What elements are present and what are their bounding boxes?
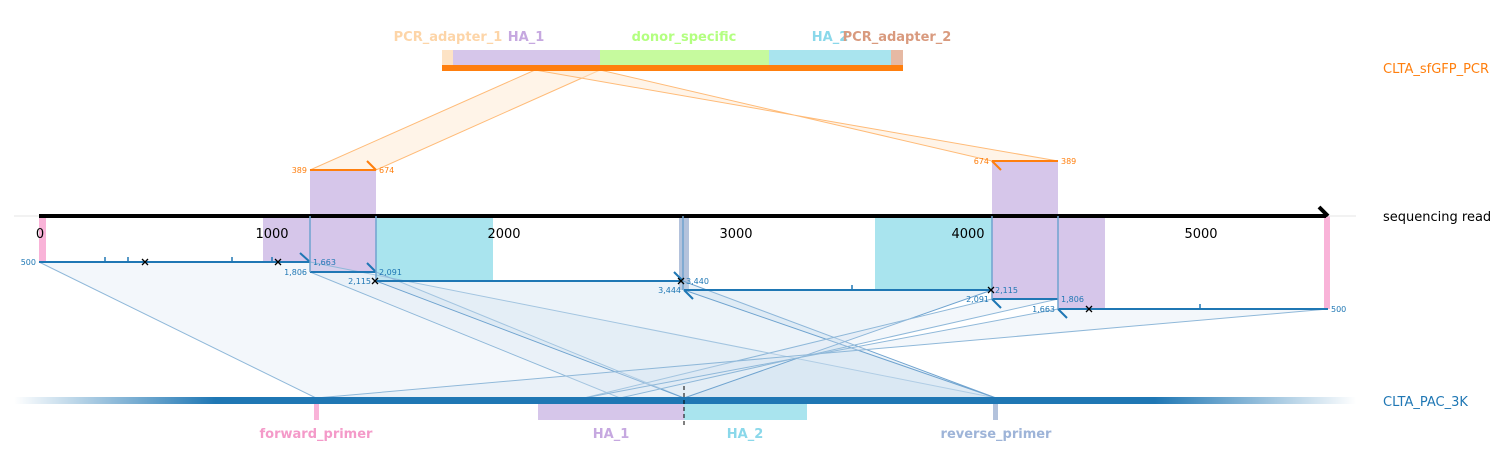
- read-ha2-left: [376, 216, 493, 281]
- seg4-end-label: 2,115: [995, 286, 1018, 295]
- segment-2-cut: [366, 262, 377, 273]
- indel-marker: [274, 258, 282, 266]
- seg4-start-label: 3,444: [658, 286, 681, 295]
- segment-5-cut: [991, 298, 1002, 309]
- read-ha1-left: [310, 216, 376, 272]
- top-segment-right-cut: [991, 160, 1002, 171]
- segment-1-cut: [299, 252, 311, 263]
- top-right-end-label: 389: [1061, 157, 1076, 166]
- top-segment-left-cut: [366, 160, 377, 171]
- read-reverse-primer-mid: [679, 216, 689, 290]
- top-feature-label-pcr-adapter-1: PCR_adapter_1: [394, 30, 503, 45]
- top-alignment-box-left: [310, 170, 376, 216]
- axis-tick-4000: 4000: [951, 227, 984, 242]
- top-connector-right: [534, 69, 1059, 162]
- read-ha1-right-pad: [1058, 216, 1105, 309]
- bottom-track-bar: [14, 397, 1356, 404]
- seg5-start-label: 2,091: [966, 295, 989, 304]
- top-connector-left: [309, 69, 601, 171]
- read-segments: [39, 252, 1328, 319]
- top-feature-pcr-adapter-1: [442, 50, 453, 65]
- read-primer-mark-left: [39, 216, 46, 262]
- axis-tick-1000: 1000: [255, 227, 288, 242]
- seg2-end-label: 2,091: [379, 268, 402, 277]
- axis-tick-0: 0: [36, 227, 44, 242]
- indel-marker: [1085, 305, 1093, 313]
- seg5-end-label: 1,806: [1061, 295, 1084, 304]
- indel-marker: [141, 258, 149, 266]
- seg3-start-label: 2,115: [348, 277, 371, 286]
- top-left-end-label: 674: [379, 166, 394, 175]
- read-primer-mark-right: [1324, 216, 1330, 309]
- top-feature-ha2: [769, 50, 891, 65]
- track-label-top: CLTA_sfGFP_PCR: [1383, 62, 1489, 77]
- track-label-bottom: CLTA_PAC_3K: [1383, 395, 1468, 410]
- indel-marker: [677, 277, 685, 285]
- seg6-start-label: 1,663: [1032, 305, 1055, 314]
- bottom-feature-label-forward-primer: forward_primer: [260, 427, 374, 442]
- mismatch-ticks: [104, 257, 1201, 309]
- read-ha1-right: [992, 216, 1058, 299]
- top-feature-pcr-adapter-2: [891, 50, 903, 65]
- top-feature-label-pcr-adapter-2: PCR_adapter_2: [843, 30, 952, 45]
- bottom-feature-label-ha1: HA_1: [593, 427, 630, 442]
- read-axis-arrowhead: [1317, 205, 1330, 218]
- top-track-bar: [442, 65, 903, 71]
- track-label-read: sequencing read: [1383, 210, 1491, 225]
- indel-markers: [141, 258, 1093, 313]
- segment-4-cut: [683, 289, 694, 300]
- top-feature-label-ha2: HA_2: [812, 30, 849, 45]
- segment-3-cut: [673, 271, 684, 282]
- indel-marker: [371, 277, 379, 285]
- bottom-feature-label-reverse-primer: reverse_primer: [941, 427, 1053, 442]
- seg3-end-label: 3,440: [686, 277, 709, 286]
- bottom-reverse-primer-box: [993, 398, 998, 420]
- top-feature-label-ha1: HA_1: [508, 30, 545, 45]
- top-feature-ha1: [453, 50, 600, 65]
- axis-tick-2000: 2000: [487, 227, 520, 242]
- read-ha2-right: [875, 216, 992, 290]
- top-right-start-label: 674: [974, 157, 989, 166]
- segment-6-cut: [1057, 308, 1068, 319]
- seg6-end-label: 500: [1331, 305, 1346, 314]
- top-alignment-box-right: [992, 161, 1058, 216]
- top-left-start-label: 389: [292, 166, 307, 175]
- seg1-end-label: 1,663: [313, 258, 336, 267]
- block-outlines: [309, 216, 1059, 309]
- seg2-start-label: 1,806: [284, 268, 307, 277]
- top-feature-donor-specific: [600, 50, 769, 65]
- bottom-forward-primer-box: [314, 398, 319, 420]
- bottom-feature-label-ha2: HA_2: [727, 427, 764, 442]
- seg1-start-label: 500: [21, 258, 36, 267]
- axis-tick-5000: 5000: [1184, 227, 1217, 242]
- indel-marker: [987, 286, 995, 294]
- axis-tick-3000: 3000: [719, 227, 752, 242]
- top-feature-label-donor-specific: donor_specific: [632, 30, 737, 45]
